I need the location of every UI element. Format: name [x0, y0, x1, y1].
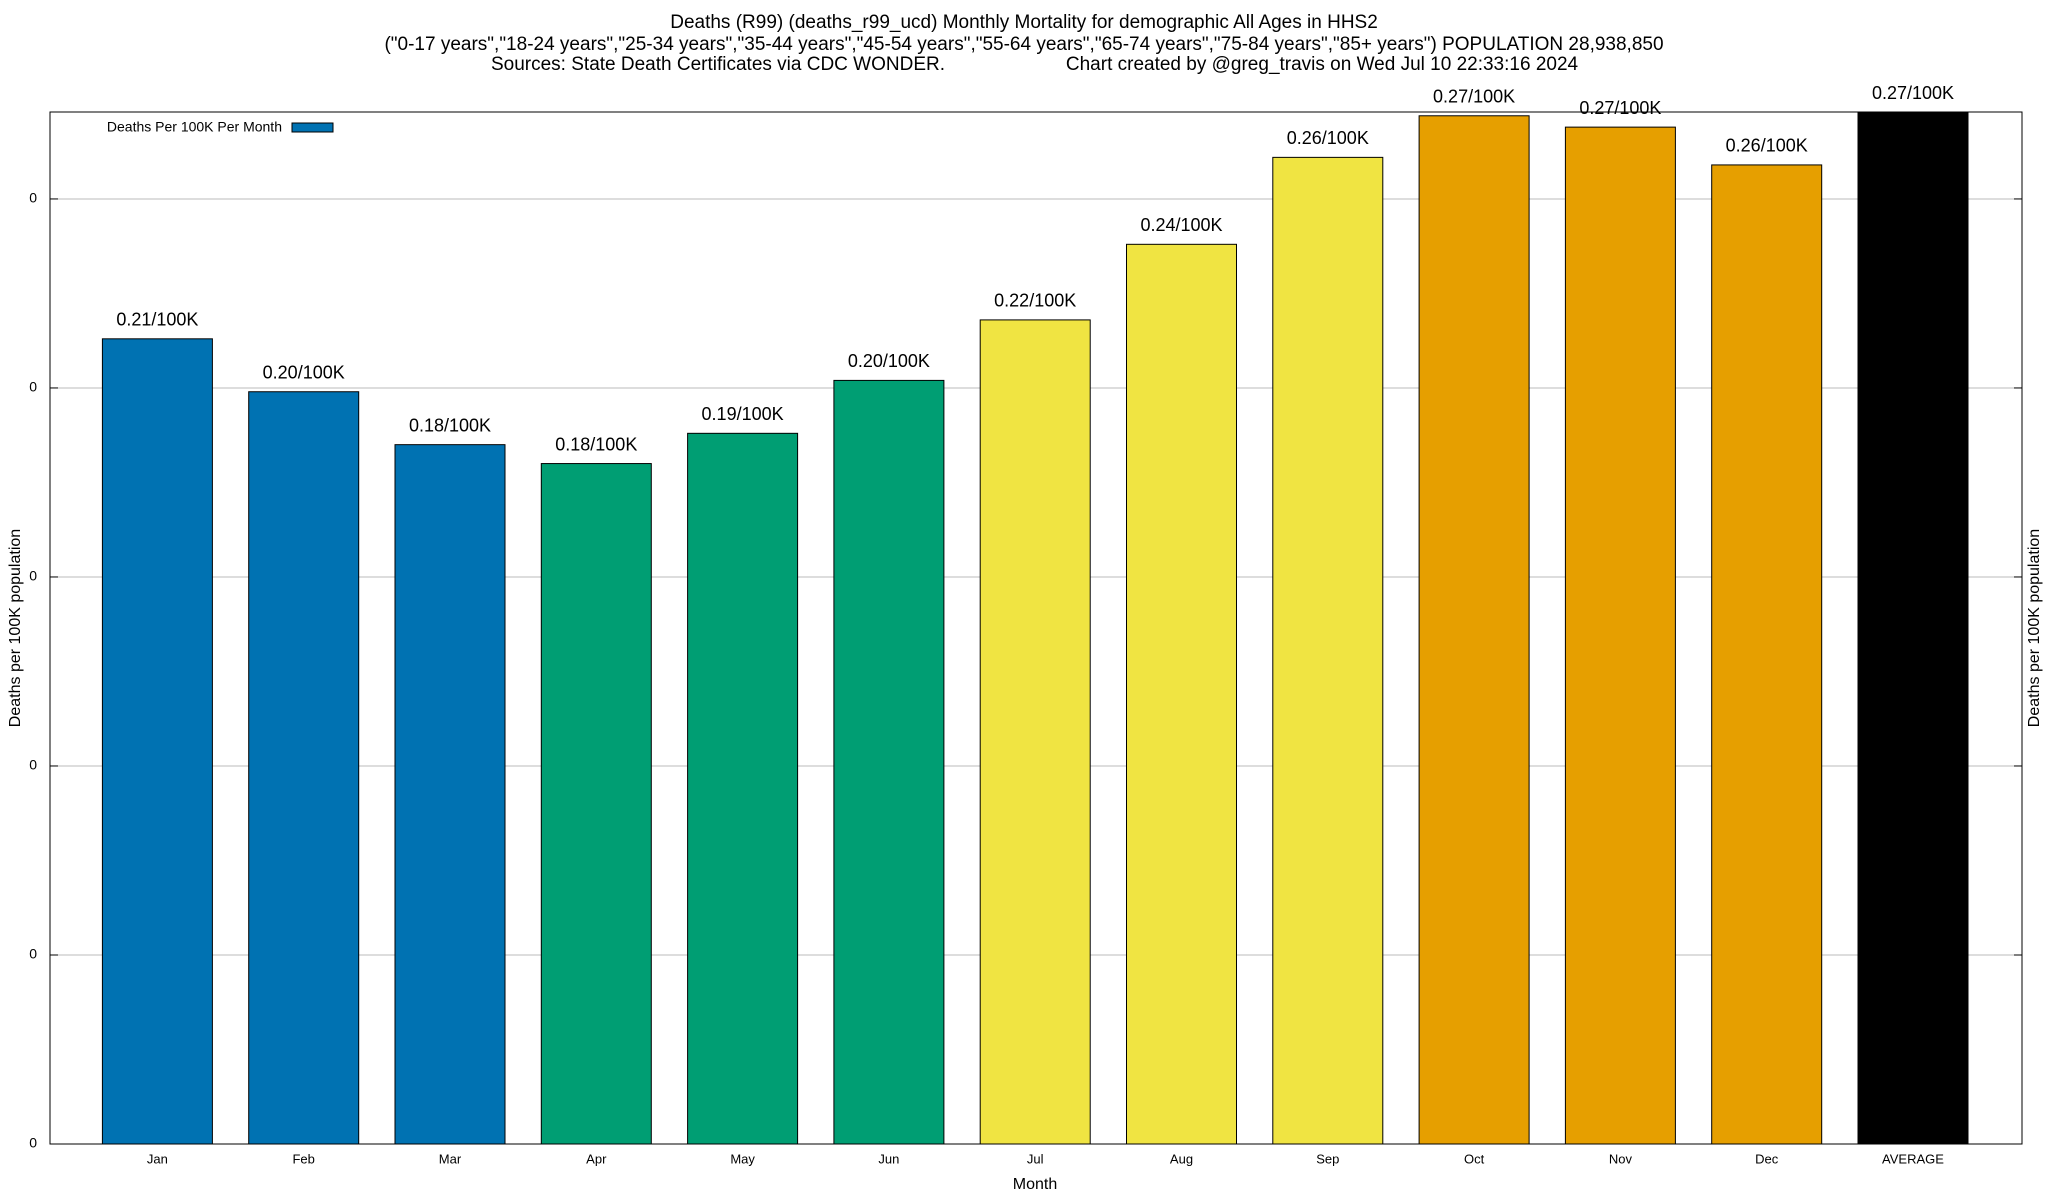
bar: [540, 463, 652, 1145]
y-tick-label: 0: [29, 379, 37, 395]
data-label: 0.24/100K: [1140, 215, 1222, 235]
y-axis-label: Deaths per 100K population: [7, 529, 24, 727]
data-label: 0.18/100K: [409, 415, 491, 435]
y-tick-label: 0: [29, 1135, 37, 1151]
bar: [1272, 156, 1384, 1145]
x-tick-label: Nov: [1609, 1151, 1633, 1166]
bar: [687, 432, 799, 1145]
chart-subtitle: ("0-17 years","18-24 years","25-34 years…: [384, 34, 1663, 55]
x-tick-label: Apr: [586, 1151, 607, 1166]
x-tick-label: Dec: [1755, 1151, 1779, 1166]
y-tick-label: 0: [29, 946, 37, 962]
x-tick-label: AVERAGE: [1882, 1151, 1944, 1166]
legend-label: Deaths Per 100K Per Month: [107, 119, 282, 135]
bar: [1418, 115, 1530, 1145]
y2-axis-label: Deaths per 100K population: [2026, 529, 2043, 727]
chart-source: Sources: State Death Certificates via CD…: [491, 54, 945, 75]
chart-title: Deaths (R99) (deaths_r99_ucd) Monthly Mo…: [670, 12, 1378, 33]
data-label: 0.21/100K: [116, 310, 198, 330]
data-label: 0.27/100K: [1433, 87, 1515, 107]
x-tick-label: Jul: [1027, 1151, 1044, 1166]
data-label: 0.18/100K: [555, 434, 637, 454]
data-label: 0.27/100K: [1872, 83, 1954, 103]
bar: [833, 379, 945, 1145]
x-tick-label: Jun: [878, 1151, 899, 1166]
bar: [979, 319, 1091, 1145]
bar: [1711, 164, 1823, 1145]
bar: [394, 444, 506, 1145]
x-tick-label: Feb: [292, 1151, 314, 1166]
x-axis-label: Month: [1013, 1176, 1057, 1193]
bar: [1857, 111, 1969, 1145]
x-tick-label: Jan: [147, 1151, 168, 1166]
data-label: 0.26/100K: [1287, 128, 1369, 148]
x-tick-label: Sep: [1316, 1151, 1339, 1166]
bar: [1564, 126, 1676, 1145]
data-label: 0.22/100K: [994, 291, 1076, 311]
y-tick-label: 0: [29, 757, 37, 773]
data-label: 0.20/100K: [848, 351, 930, 371]
y-tick-label: 0: [29, 568, 37, 584]
bar: [1126, 243, 1237, 1145]
data-label: 0.26/100K: [1726, 136, 1808, 156]
y-tick-label: 0: [29, 190, 37, 206]
x-tick-label: May: [730, 1151, 755, 1166]
data-label: 0.19/100K: [702, 404, 784, 424]
data-label: 0.20/100K: [263, 362, 345, 382]
chart-credit: Chart created by @greg_travis on Wed Jul…: [1066, 54, 1579, 75]
x-tick-label: Oct: [1464, 1151, 1485, 1166]
x-tick-label: Aug: [1170, 1151, 1193, 1166]
legend-swatch: [291, 122, 334, 133]
data-label: 0.27/100K: [1579, 98, 1661, 118]
bar: [101, 338, 213, 1145]
x-tick-label: Mar: [439, 1151, 462, 1166]
bar: [248, 391, 360, 1145]
